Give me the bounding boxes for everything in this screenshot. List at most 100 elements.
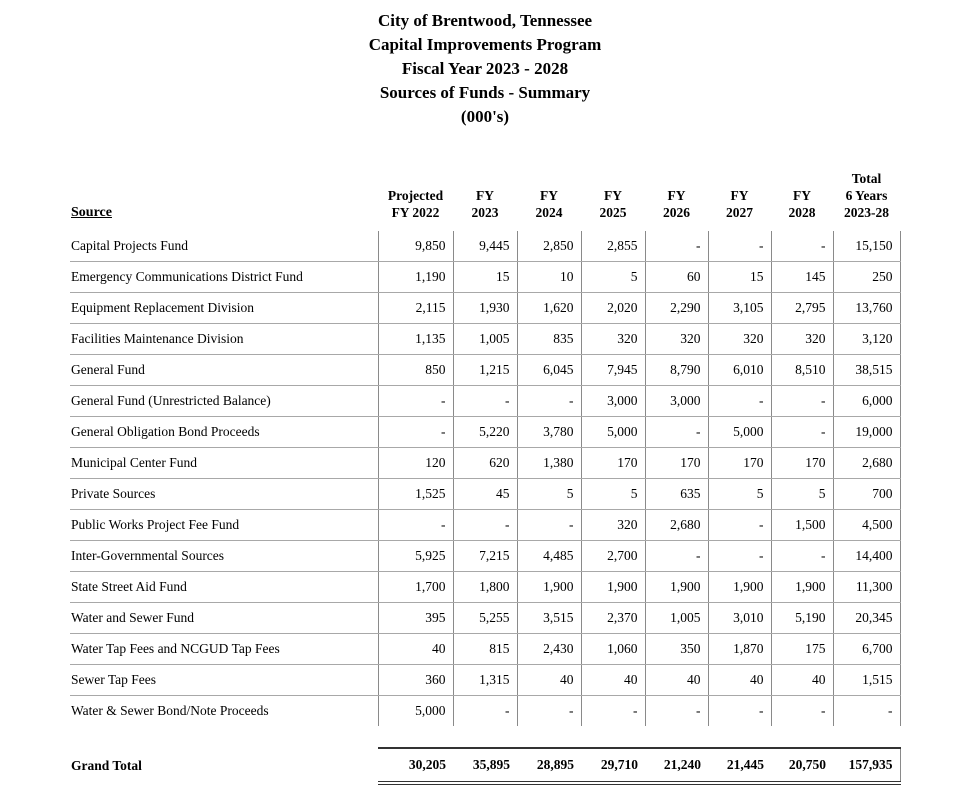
cell-value: - xyxy=(770,231,833,262)
grand-total-value: 29,710 xyxy=(581,747,645,785)
cell-value: - xyxy=(452,385,517,417)
cell-value: 320 xyxy=(644,323,708,355)
cell-value: 170 xyxy=(770,447,833,479)
cell-value: 3,105 xyxy=(707,292,771,324)
cell-value: 1,005 xyxy=(644,602,708,634)
title-program: Capital Improvements Program xyxy=(368,35,602,54)
cell-value: 2,795 xyxy=(770,292,833,324)
cell-value: 1,700 xyxy=(377,571,453,603)
grand-total-value: 157,935 xyxy=(833,747,901,785)
cell-value: 38,515 xyxy=(832,354,901,386)
cell-value: 5,190 xyxy=(770,602,833,634)
header-row: Source Projected FY 2022 FY 2023 FY 2024 FY 202… xyxy=(70,170,900,231)
cell-value: 170 xyxy=(707,447,771,479)
cell-value: 700 xyxy=(832,478,901,510)
cell-value: - xyxy=(644,231,708,262)
cell-value: 6,700 xyxy=(832,633,901,665)
cell-value: 1,190 xyxy=(377,261,453,293)
cell-value: 320 xyxy=(580,323,645,355)
table-row: General Fund 850 1,215 6,045 7,945 8,790 6,010… xyxy=(70,354,901,386)
cell-value: - xyxy=(707,509,771,541)
column-header: FY 2024 xyxy=(517,170,581,231)
cell-value: 350 xyxy=(644,633,708,665)
grand-total-row: Grand Total 30,205 35,895 28,895 29,710 21,2… xyxy=(70,747,901,785)
cell-value: 13,760 xyxy=(832,292,901,324)
row-label: General Fund xyxy=(70,354,378,386)
table-body: Capital Projects Fund 9,850 9,445 2,850 2,85… xyxy=(70,231,901,726)
cell-value: 5,220 xyxy=(452,416,517,448)
cell-value: 320 xyxy=(580,509,645,541)
cell-value: 15,150 xyxy=(832,231,901,262)
cell-value: - xyxy=(516,509,581,541)
cell-value: 1,900 xyxy=(516,571,581,603)
row-label: Water & Sewer Bond/Note Proceeds xyxy=(71,703,269,718)
sources-of-funds-table: Source Projected FY 2022 FY 2023 FY 2024 FY 202… xyxy=(70,170,901,785)
cell-value: - xyxy=(580,695,645,726)
cell-value: 20,345 xyxy=(832,602,901,634)
cell-value: 145 xyxy=(770,261,833,293)
report-title-block: City of Brentwood, Tennessee Capital Imp… xyxy=(0,9,970,129)
row-label: Municipal Center Fund xyxy=(70,447,378,479)
row-label: State Street Aid Fund xyxy=(70,571,378,603)
column-header: Total 6 Years 2023-28 xyxy=(833,170,900,231)
cell-value: 40 xyxy=(707,664,771,696)
spacer-row xyxy=(70,726,900,748)
cell-value: - xyxy=(832,695,901,726)
cell-value: 170 xyxy=(644,447,708,479)
cell-value: 1,900 xyxy=(770,571,833,603)
table-row: Emergency Communications District Fund 1,… xyxy=(70,261,901,293)
cell-value: - xyxy=(377,416,453,448)
column-header-line: 6 Years xyxy=(845,188,888,203)
table-row: Water & Sewer Bond/Note Proceeds 5,000- - -… xyxy=(70,695,901,726)
column-header-line: Total xyxy=(851,171,882,186)
cell-value: 6,010 xyxy=(707,354,771,386)
title-units: (000's) xyxy=(460,107,510,126)
table-row: Public Works Project Fee Fund - - -320 2,680… xyxy=(70,509,901,541)
cell-value: 850 xyxy=(377,354,453,386)
cell-value: 3,515 xyxy=(516,602,581,634)
cell-value: 6,045 xyxy=(516,354,581,386)
cell-value: - xyxy=(707,695,771,726)
cell-value: 6,000 xyxy=(832,385,901,417)
cell-value: 2,370 xyxy=(580,602,645,634)
row-label: General Fund (Unrestricted Balance) xyxy=(70,385,378,417)
cell-value: 5,000 xyxy=(707,416,771,448)
cell-value: 2,020 xyxy=(580,292,645,324)
table-row: Private Sources 1,525 45 5 5 635 5 5 700 xyxy=(70,478,901,510)
row-label: Capital Projects Fund xyxy=(70,231,378,262)
cell-value: 5 xyxy=(770,478,833,510)
cell-value: - xyxy=(644,695,708,726)
column-header: Projected FY 2022 xyxy=(378,170,453,231)
cell-value: 7,945 xyxy=(580,354,645,386)
cell-value: 5 xyxy=(516,478,581,510)
cell-value: 2,850 xyxy=(516,231,581,262)
cell-value: 250 xyxy=(832,261,901,293)
cell-value: - xyxy=(516,695,581,726)
cell-value: 1,620 xyxy=(516,292,581,324)
cell-value: 19,000 xyxy=(832,416,901,448)
cell-value: 11,300 xyxy=(832,571,901,603)
cell-value: 1,515 xyxy=(832,664,901,696)
row-label: Public Works Project Fee Fund xyxy=(70,509,378,541)
column-header-line: 2025 xyxy=(599,205,627,220)
cell-value: 1,005 xyxy=(452,323,517,355)
cell-value: 320 xyxy=(770,323,833,355)
cell-value: - xyxy=(452,509,517,541)
row-label: Inter-Governmental Sources xyxy=(70,540,378,572)
cell-value: 1,500 xyxy=(770,509,833,541)
cell-value: 120 xyxy=(377,447,453,479)
cell-value: 170 xyxy=(580,447,645,479)
cell-value: 40 xyxy=(377,633,453,665)
grand-total-label: Grand Total xyxy=(71,757,142,773)
cell-value: - xyxy=(770,695,833,726)
cell-value: 5,255 xyxy=(452,602,517,634)
cell-value: 2,680 xyxy=(832,447,901,479)
cell-value: 40 xyxy=(644,664,708,696)
column-header-line: 2027 xyxy=(726,205,753,220)
column-header-line: 2023 xyxy=(471,205,499,220)
table-row: Municipal Center Fund 120 620 1,380 170 170 17… xyxy=(70,447,901,479)
row-label: Sewer Tap Fees xyxy=(70,664,378,696)
column-header-line: 2023-28 xyxy=(844,205,889,220)
row-label: Water Tap Fees and NCGUD Tap Fees xyxy=(70,633,378,665)
table-row: State Street Aid Fund 1,700 1,800 1,900 1,90… xyxy=(70,571,901,603)
